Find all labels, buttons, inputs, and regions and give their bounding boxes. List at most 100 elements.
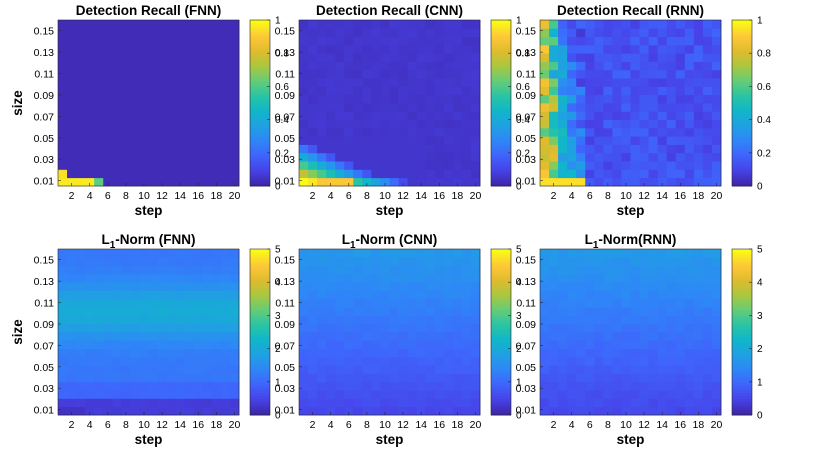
heatmap-cell	[630, 152, 640, 162]
heatmap-cell	[398, 53, 408, 62]
heatmap-cell	[639, 249, 649, 258]
heatmap-cell	[425, 406, 436, 416]
heatmap-cell	[220, 69, 231, 79]
heatmap-cell	[398, 144, 408, 154]
heatmap-cell	[94, 373, 104, 383]
heatmap-cell	[121, 161, 131, 170]
heatmap-cell	[461, 152, 472, 162]
heatmap-cell	[229, 20, 240, 29]
heatmap-cell	[184, 94, 195, 104]
heatmap-cell	[85, 323, 95, 333]
heatmap-cell	[299, 315, 309, 325]
heatmap-cell	[389, 249, 399, 258]
heatmap-cell	[470, 406, 481, 416]
x-axis-label: step	[617, 203, 645, 218]
heatmap-cell	[175, 86, 186, 96]
heatmap-cell	[452, 61, 463, 71]
heatmap-cell	[612, 169, 622, 179]
heatmap-cell	[58, 340, 68, 349]
colorbar-segment	[732, 390, 752, 394]
heatmap-cell	[76, 103, 86, 112]
heatmap-cell	[675, 36, 686, 46]
heatmap-cell	[461, 381, 472, 391]
colorbar-tick-label: 0.4	[275, 115, 289, 126]
heatmap-cell	[702, 177, 713, 187]
heatmap-cell	[344, 373, 354, 383]
heatmap-cell	[648, 20, 659, 29]
colorbar-segment	[732, 55, 752, 60]
colorbar-segment	[732, 373, 752, 377]
heatmap-cell	[380, 161, 390, 170]
heatmap-cell	[461, 332, 472, 341]
heatmap-cell	[362, 365, 372, 374]
heatmap-cell	[648, 249, 659, 258]
colorbar-segment	[250, 337, 270, 341]
heatmap-cell	[666, 257, 677, 266]
heatmap-cell	[576, 177, 586, 187]
colorbar-segment	[732, 158, 752, 162]
colorbar-segment	[491, 326, 511, 330]
heatmap-cell	[326, 103, 336, 112]
y-tick-label: 0.05	[34, 133, 55, 145]
heatmap-cell	[157, 61, 167, 71]
colorbar-segment	[491, 293, 511, 297]
colorbar-segment	[732, 103, 752, 107]
colorbar-tick-label: 0.8	[757, 49, 771, 60]
colorbar-segment	[491, 318, 511, 322]
colorbar-segment	[491, 376, 511, 380]
heatmap-cell	[202, 36, 213, 46]
heatmap-cell	[157, 44, 167, 54]
heatmap-cell	[666, 315, 677, 325]
heatmap-cell	[603, 53, 613, 62]
heatmap-cell	[416, 44, 427, 54]
heatmap-cell	[94, 282, 104, 291]
heatmap-cell	[612, 373, 622, 383]
heatmap-cell	[434, 398, 445, 408]
colorbar-tick-label: 5	[757, 245, 763, 256]
heatmap-cell	[202, 390, 213, 399]
heatmap-cell	[308, 177, 318, 187]
heatmap-cell	[353, 136, 363, 145]
heatmap-cell	[639, 78, 649, 87]
heatmap-cell	[639, 398, 649, 408]
heatmap-cell	[344, 144, 354, 154]
heatmap-cell	[94, 28, 104, 37]
heatmap-cell	[85, 86, 95, 96]
heatmap-cell	[121, 406, 131, 416]
heatmap-cell	[130, 249, 140, 258]
colorbar-segment	[732, 329, 752, 333]
heatmap-cell	[148, 111, 158, 120]
heatmap-cell	[594, 169, 604, 179]
y-tick-label: 0.05	[34, 362, 55, 374]
heatmap-cell	[434, 161, 445, 170]
heatmap-cell	[58, 348, 68, 358]
heatmap-cell	[220, 127, 231, 137]
heatmap-cell	[425, 136, 436, 145]
heatmap-cell	[112, 78, 122, 87]
heatmap-cell	[398, 340, 408, 349]
heatmap-cell	[335, 119, 345, 129]
heatmap-cell	[166, 177, 177, 187]
heatmap-cell	[58, 282, 68, 291]
heatmap-cell	[711, 265, 722, 275]
heatmap-cell	[326, 111, 336, 120]
heatmap-cell	[112, 103, 122, 112]
colorbar-segment	[250, 370, 270, 374]
heatmap-cell	[166, 136, 177, 145]
heatmap-cell	[711, 28, 722, 37]
heatmap-cell	[157, 127, 167, 137]
x-axis-label: step	[135, 432, 163, 447]
heatmap-cell	[452, 136, 463, 145]
heatmap-cell	[220, 136, 231, 145]
heatmap-cell	[407, 78, 418, 87]
colorbar-segment	[250, 379, 270, 383]
heatmap-cell	[711, 44, 722, 54]
heatmap-cell	[416, 94, 427, 104]
heatmap-cell	[567, 69, 577, 79]
colorbar-segment	[491, 83, 511, 87]
heatmap-cell	[470, 282, 481, 291]
heatmap-cell	[443, 127, 454, 137]
colorbar-segment	[732, 33, 752, 38]
heatmap-cell	[317, 44, 327, 54]
heatmap-cell	[684, 144, 695, 154]
